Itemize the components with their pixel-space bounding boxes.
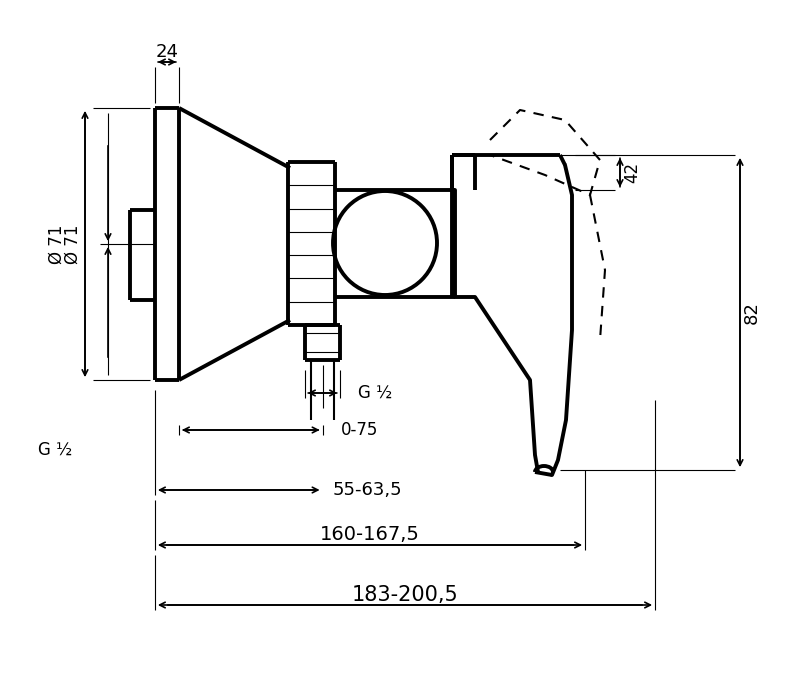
Text: 82: 82 [743,301,761,324]
Text: 55-63,5: 55-63,5 [333,481,402,499]
Text: 183-200,5: 183-200,5 [352,585,458,605]
Text: 42: 42 [623,162,641,183]
Text: G ½: G ½ [38,441,72,459]
Text: 0-75: 0-75 [341,421,378,439]
Text: 160-167,5: 160-167,5 [320,526,420,544]
Text: Ø 71: Ø 71 [48,224,66,264]
Text: 24: 24 [155,43,178,61]
Text: G ½: G ½ [358,384,392,402]
Text: Ø 71: Ø 71 [64,224,82,264]
